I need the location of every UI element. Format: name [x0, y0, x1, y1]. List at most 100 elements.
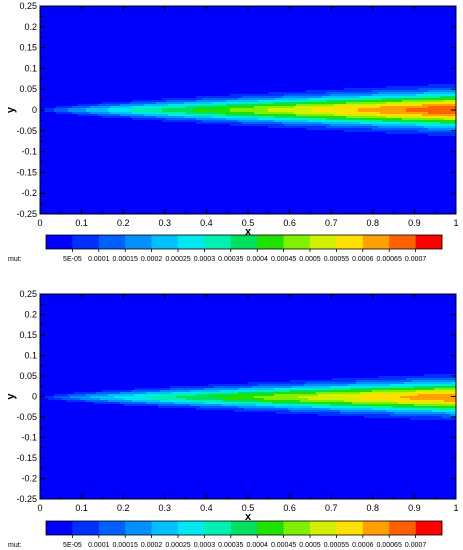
field-cell: [364, 392, 367, 396]
field-cell: [276, 106, 279, 108]
field-cell: [298, 98, 301, 100]
field-cell: [422, 120, 425, 122]
field-cell: [376, 390, 379, 392]
field-cell: [398, 106, 401, 114]
field-cell: [202, 386, 205, 388]
field-cell: [144, 400, 147, 402]
field-cell: [412, 90, 415, 92]
field-cell: [356, 128, 359, 132]
field-cell: [410, 396, 413, 400]
field-cell: [240, 402, 243, 404]
field-cell: [324, 388, 327, 390]
field-cell: [180, 402, 183, 404]
field-cell: [382, 102, 385, 104]
field-cell: [308, 94, 311, 96]
field-cell: [360, 94, 363, 96]
field-cell: [150, 390, 153, 392]
field-cell: [292, 108, 295, 112]
field-cell: [162, 402, 165, 404]
field-cell: [396, 124, 399, 126]
field-cell: [128, 116, 131, 118]
field-cell: [262, 100, 265, 102]
y-tick-label: -0.2: [21, 188, 37, 198]
field-cell: [436, 122, 439, 124]
field-cell: [270, 122, 273, 124]
field-cell: [428, 104, 431, 106]
field-cell: [288, 408, 291, 410]
field-cell: [228, 402, 231, 404]
field-cell: [342, 114, 345, 116]
field-cell: [276, 112, 279, 114]
field-cell: [388, 414, 391, 418]
field-cell: [420, 102, 423, 104]
field-cell: [306, 384, 309, 386]
field-cell: [186, 102, 189, 104]
field-cell: [358, 118, 361, 120]
field-cell: [372, 384, 375, 386]
field-cell: [424, 108, 427, 112]
field-cell: [372, 404, 375, 406]
field-cell: [196, 400, 199, 402]
field-cell: [274, 96, 277, 98]
field-cell: [106, 108, 109, 112]
field-cell: [262, 392, 265, 394]
field-cell: [148, 396, 151, 398]
field-cell: [404, 106, 407, 114]
field-cell: [346, 412, 349, 414]
field-cell: [408, 122, 411, 124]
field-cell: [442, 126, 445, 128]
field-cell: [302, 408, 305, 410]
field-cell: [322, 390, 325, 392]
field-cell: [406, 396, 409, 398]
field-cell: [98, 114, 101, 116]
field-cell: [136, 390, 139, 392]
field-cell: [354, 122, 357, 124]
field-cell: [292, 392, 295, 394]
field-cell: [136, 102, 139, 104]
field-cell: [228, 400, 231, 402]
field-cell: [428, 124, 431, 126]
field-cell: [266, 396, 269, 400]
field-cell: [248, 102, 251, 104]
field-cell: [364, 406, 367, 408]
field-cell: [234, 102, 237, 104]
field-cell: [260, 102, 263, 104]
field-cell: [334, 390, 337, 392]
field-cell: [150, 112, 153, 114]
field-cell: [372, 126, 375, 130]
field-cell: [284, 116, 287, 118]
field-cell: [210, 404, 213, 406]
field-cell: [368, 400, 371, 402]
field-cell: [366, 128, 369, 132]
field-cell: [236, 116, 239, 118]
field-cell: [162, 390, 165, 392]
field-cell: [296, 100, 299, 102]
field-cell: [410, 120, 413, 122]
field-cell: [284, 126, 287, 128]
field-cell: [184, 404, 187, 406]
field-cell: [174, 104, 177, 106]
field-cell: [192, 98, 195, 100]
field-cell: [432, 120, 435, 122]
field-cell: [402, 106, 405, 114]
field-cell: [282, 402, 285, 404]
field-cell: [394, 122, 397, 124]
field-cell: [82, 108, 85, 112]
field-cell: [384, 384, 387, 386]
field-cell: [168, 402, 171, 404]
field-cell: [402, 384, 405, 386]
field-cell: [258, 106, 261, 114]
field-cell: [362, 120, 365, 122]
field-cell: [414, 118, 417, 120]
field-cell: [398, 408, 401, 410]
field-cell: [426, 104, 429, 108]
field-cell: [310, 102, 313, 104]
field-cell: [86, 108, 89, 112]
field-cell: [164, 102, 167, 104]
field-cell: [330, 380, 333, 382]
field-cell: [312, 406, 315, 408]
field-cell: [188, 120, 191, 122]
field-cell: [448, 114, 451, 116]
field-cell: [364, 94, 367, 96]
field-cell: [214, 388, 217, 390]
